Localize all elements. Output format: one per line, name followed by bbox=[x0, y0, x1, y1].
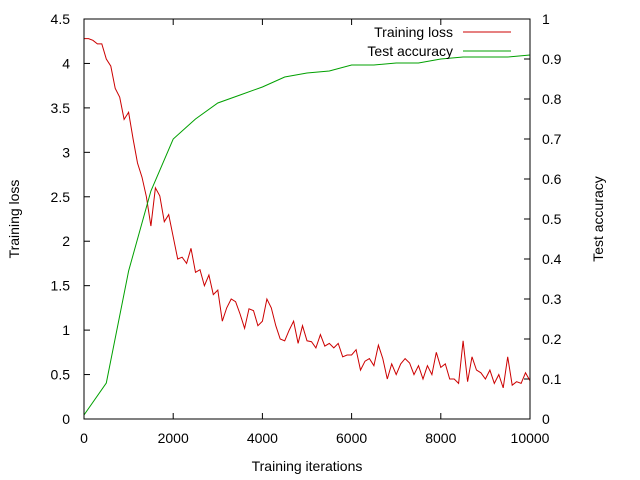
y-tick-label-left: 3 bbox=[62, 144, 70, 160]
y-tick-label-left: 2 bbox=[62, 233, 70, 249]
x-tick-label: 8000 bbox=[425, 430, 456, 446]
y-tick-label-right: 0.7 bbox=[542, 131, 562, 147]
y-tick-label-right: 1 bbox=[542, 11, 550, 27]
y-tick-label-left: 4 bbox=[62, 55, 70, 71]
y-tick-label-right: 0.9 bbox=[542, 51, 562, 67]
y-tick-label-right: 0.5 bbox=[542, 211, 562, 227]
y-axis-label-left: Training loss bbox=[6, 180, 22, 259]
y-tick-label-left: 2.5 bbox=[51, 189, 71, 205]
y-tick-label-right: 0 bbox=[542, 411, 550, 427]
tick-layer: 0 2000 4000 6000 8000 10000 0 0.5 1 1.5 2 2.5 3 3.5 4 4… bbox=[51, 11, 562, 446]
y-tick-label-right: 0.4 bbox=[542, 251, 562, 267]
y-axis-label-right: Test accuracy bbox=[590, 176, 606, 262]
test-accuracy-line bbox=[83, 54, 531, 416]
y-tick-label-left: 0 bbox=[62, 411, 70, 427]
y-tick-label-right: 0.6 bbox=[542, 171, 562, 187]
training-loss-line bbox=[84, 38, 531, 389]
y-tick-label-right: 0.3 bbox=[542, 291, 562, 307]
x-tick-label: 6000 bbox=[336, 430, 367, 446]
y-tick-label-left: 0.5 bbox=[51, 367, 71, 383]
y-tick-label-right: 0.2 bbox=[542, 331, 562, 347]
legend-label: Test accuracy bbox=[367, 43, 453, 59]
legend-label: Training loss bbox=[374, 24, 453, 40]
y-tick-label-left: 1.5 bbox=[51, 278, 71, 294]
y-tick-label-right: 0.8 bbox=[542, 91, 562, 107]
legend: Training loss Test accuracy bbox=[367, 24, 511, 59]
x-tick-label: 2000 bbox=[158, 430, 189, 446]
y-tick-label-left: 3.5 bbox=[51, 100, 71, 116]
y-tick-label-left: 4.5 bbox=[51, 11, 71, 27]
x-tick-label: 0 bbox=[80, 430, 88, 446]
y-tick-label-right: 0.1 bbox=[542, 371, 562, 387]
x-tick-label: 10000 bbox=[511, 430, 550, 446]
y-tick-label-left: 1 bbox=[62, 322, 70, 338]
plot-frame bbox=[83, 18, 531, 420]
series-layer bbox=[83, 38, 531, 416]
x-axis-label: Training iterations bbox=[252, 458, 363, 474]
x-tick-label: 4000 bbox=[247, 430, 278, 446]
